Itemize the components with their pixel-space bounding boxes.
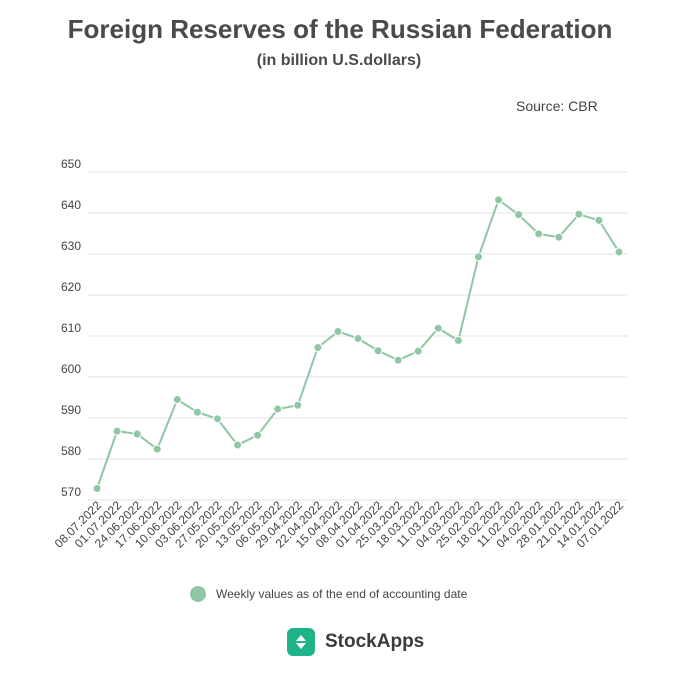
chart-subtitle: (in billion U.S.dollars) (256, 52, 422, 69)
data-point (554, 232, 564, 242)
data-point (393, 355, 403, 365)
y-tick-label: 630 (61, 239, 81, 253)
data-point (253, 430, 263, 440)
data-point (614, 247, 624, 257)
data-point (373, 346, 383, 356)
data-point (132, 429, 142, 439)
data-point (92, 484, 102, 494)
data-point (534, 229, 544, 239)
data-point (494, 195, 504, 205)
y-tick-label: 580 (61, 444, 81, 458)
data-point (192, 407, 202, 417)
y-tick-label: 570 (61, 485, 81, 499)
data-point (273, 404, 283, 414)
data-point (313, 342, 323, 352)
data-point (112, 426, 122, 436)
data-point (453, 336, 463, 346)
legend-label: Weekly values as of the end of accountin… (216, 587, 468, 601)
data-point (473, 252, 483, 262)
data-point (413, 346, 423, 356)
y-tick-label: 640 (61, 198, 81, 212)
source-label: Source: CBR (516, 98, 598, 114)
data-point (152, 444, 162, 454)
data-point (333, 326, 343, 336)
series-line (96, 198, 620, 489)
legend-marker (190, 586, 206, 602)
data-point (293, 400, 303, 410)
legend: Weekly values as of the end of accountin… (190, 586, 467, 602)
y-tick-label: 620 (61, 280, 81, 294)
brand-name: StockApps (325, 631, 425, 652)
data-point (353, 333, 363, 343)
line-chart: 57058059060061062063064065008.07.202201.… (52, 157, 628, 551)
stockapps-logo-icon (287, 628, 315, 656)
brand-logo: StockApps (287, 628, 424, 656)
data-point (212, 414, 222, 424)
data-point (172, 395, 182, 405)
data-point (233, 440, 243, 450)
y-tick-label: 650 (61, 157, 81, 171)
chart-title: Foreign Reserves of the Russian Federati… (67, 14, 613, 44)
y-tick-label: 600 (61, 362, 81, 376)
data-point (514, 210, 524, 220)
data-point (594, 215, 604, 225)
data-point (433, 323, 443, 333)
y-tick-label: 610 (61, 321, 81, 335)
data-point (574, 209, 584, 219)
y-tick-label: 590 (61, 403, 81, 417)
